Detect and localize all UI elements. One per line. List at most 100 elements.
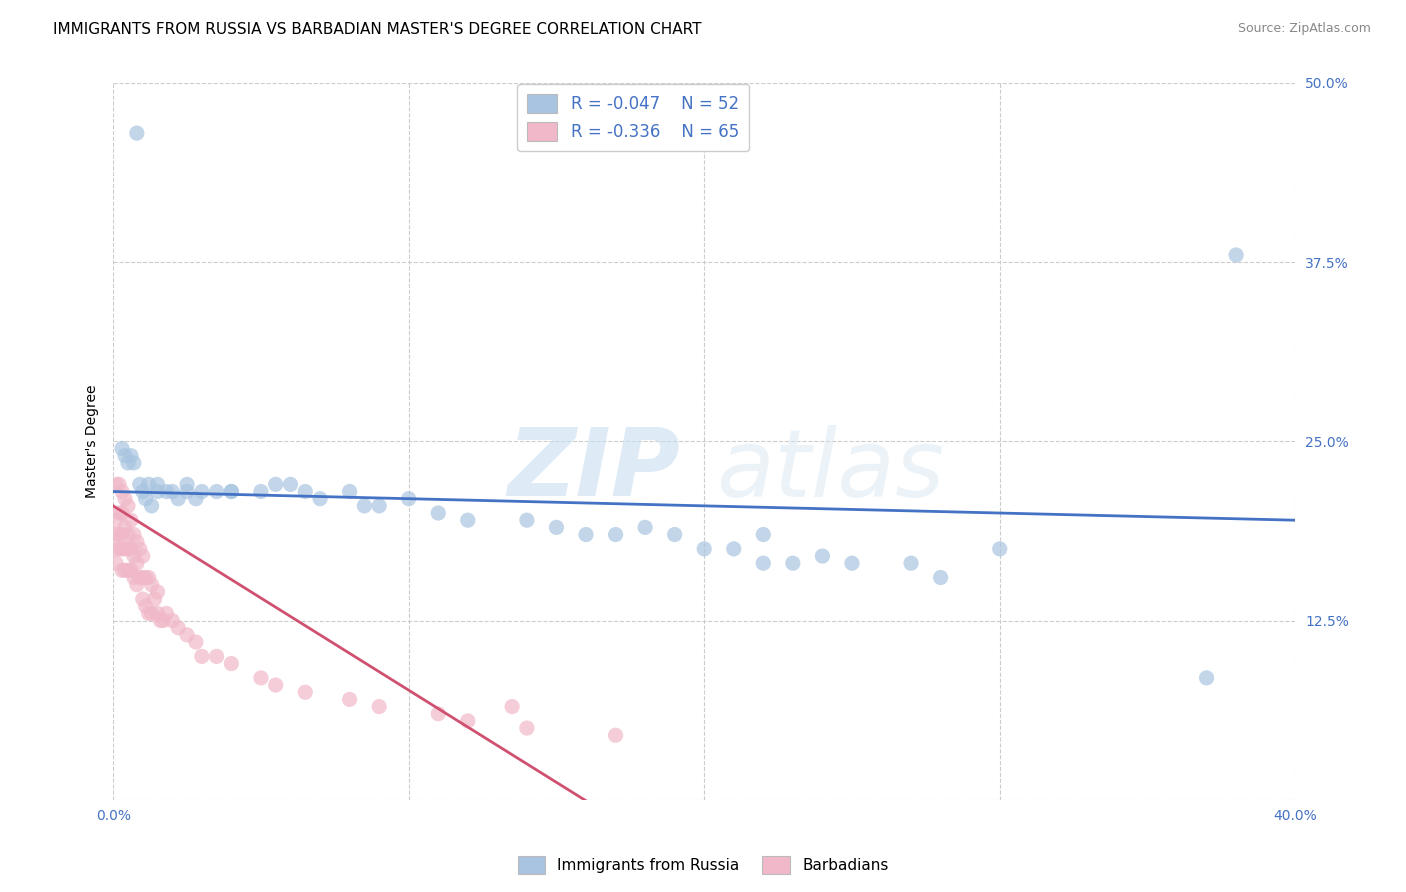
Point xyxy=(294,685,316,699)
Point xyxy=(782,556,804,570)
Point xyxy=(250,671,273,685)
Point xyxy=(152,614,174,628)
Point xyxy=(516,721,538,735)
Point xyxy=(605,728,627,742)
Point xyxy=(205,484,228,499)
Point xyxy=(141,578,163,592)
Point xyxy=(634,520,657,534)
Point xyxy=(368,699,391,714)
Point xyxy=(111,563,134,577)
Point xyxy=(250,484,273,499)
Point xyxy=(108,477,131,491)
Point xyxy=(138,570,160,584)
Point xyxy=(752,527,775,541)
Point xyxy=(122,549,145,563)
Point xyxy=(605,527,627,541)
Point xyxy=(149,614,172,628)
Point xyxy=(146,484,169,499)
Point xyxy=(132,549,155,563)
Point xyxy=(111,442,134,456)
Point xyxy=(111,527,134,541)
Point xyxy=(1225,248,1247,262)
Point xyxy=(221,657,243,671)
Point xyxy=(114,563,136,577)
Point xyxy=(132,592,155,607)
Point xyxy=(1195,671,1218,685)
Point xyxy=(105,513,128,527)
Point xyxy=(176,477,198,491)
Point xyxy=(155,484,177,499)
Point xyxy=(457,513,479,527)
Point xyxy=(108,541,131,556)
Point xyxy=(184,635,207,649)
Text: IMMIGRANTS FROM RUSSIA VS BARBADIAN MASTER'S DEGREE CORRELATION CHART: IMMIGRANTS FROM RUSSIA VS BARBADIAN MAST… xyxy=(53,22,702,37)
Point xyxy=(146,607,169,621)
Point xyxy=(309,491,332,506)
Point xyxy=(135,491,157,506)
Point xyxy=(120,563,142,577)
Point xyxy=(427,706,450,721)
Point xyxy=(664,527,686,541)
Point xyxy=(122,456,145,470)
Point xyxy=(146,585,169,599)
Point xyxy=(353,499,375,513)
Point xyxy=(120,513,142,527)
Point xyxy=(117,541,139,556)
Point xyxy=(294,484,316,499)
Point xyxy=(167,491,190,506)
Point xyxy=(501,699,523,714)
Point xyxy=(221,484,243,499)
Point xyxy=(167,621,190,635)
Point xyxy=(988,541,1011,556)
Point xyxy=(427,506,450,520)
Point xyxy=(122,570,145,584)
Point xyxy=(221,484,243,499)
Point xyxy=(135,599,157,614)
Point xyxy=(132,570,155,584)
Point xyxy=(752,556,775,570)
Text: ZIP: ZIP xyxy=(508,424,681,516)
Point xyxy=(117,527,139,541)
Point xyxy=(128,570,150,584)
Point xyxy=(120,449,142,463)
Point xyxy=(205,649,228,664)
Point xyxy=(264,477,287,491)
Point xyxy=(184,491,207,506)
Point xyxy=(114,449,136,463)
Legend: R = -0.047    N = 52, R = -0.336    N = 65: R = -0.047 N = 52, R = -0.336 N = 65 xyxy=(517,84,749,151)
Point xyxy=(132,484,155,499)
Point xyxy=(108,527,131,541)
Point xyxy=(546,520,568,534)
Point xyxy=(176,628,198,642)
Point xyxy=(516,513,538,527)
Point xyxy=(146,477,169,491)
Point xyxy=(105,527,128,541)
Point xyxy=(398,491,420,506)
Point xyxy=(128,477,150,491)
Point xyxy=(162,614,184,628)
Point xyxy=(723,541,745,556)
Point xyxy=(111,484,134,499)
Point xyxy=(929,570,952,584)
Point xyxy=(900,556,922,570)
Point xyxy=(693,541,716,556)
Point xyxy=(111,506,134,520)
Point xyxy=(135,570,157,584)
Point xyxy=(114,520,136,534)
Point xyxy=(125,578,148,592)
Point xyxy=(138,607,160,621)
Y-axis label: Master's Degree: Master's Degree xyxy=(86,384,100,498)
Point xyxy=(162,484,184,499)
Point xyxy=(125,534,148,549)
Point xyxy=(264,678,287,692)
Point xyxy=(280,477,302,491)
Point xyxy=(191,649,214,664)
Point xyxy=(339,692,361,706)
Point xyxy=(117,563,139,577)
Point xyxy=(117,499,139,513)
Point xyxy=(128,541,150,556)
Point xyxy=(114,541,136,556)
Point xyxy=(111,541,134,556)
Point xyxy=(811,549,834,563)
Point xyxy=(114,491,136,506)
